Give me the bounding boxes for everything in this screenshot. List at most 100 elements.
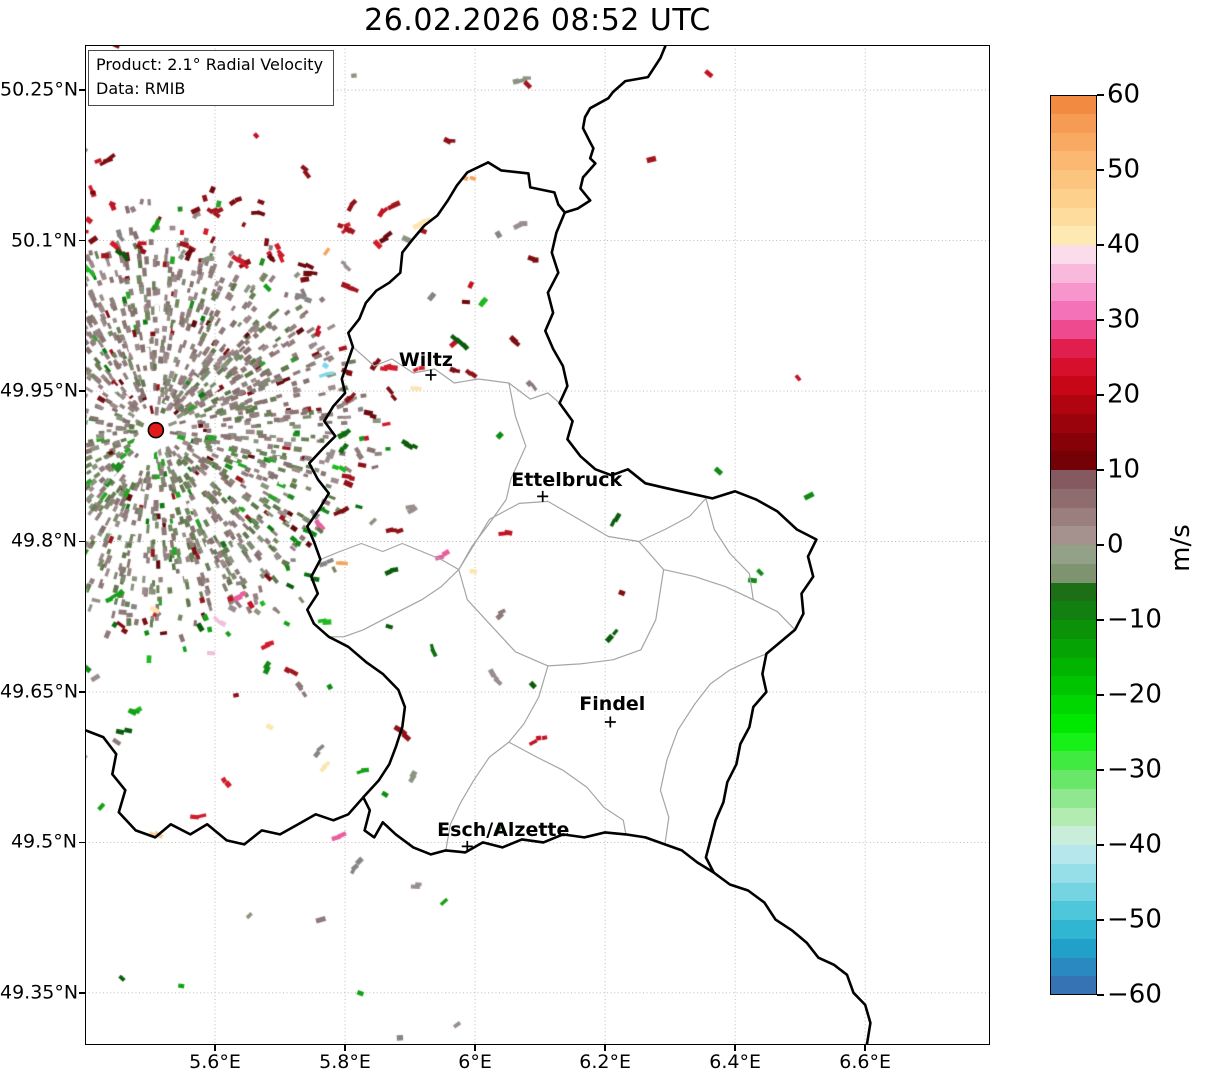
colorbar-band bbox=[1050, 676, 1097, 695]
x-tick-mark bbox=[474, 1045, 476, 1051]
colorbar-band bbox=[1050, 770, 1097, 789]
x-tick-mark bbox=[214, 1045, 216, 1051]
x-tick-label: 6°E bbox=[458, 1051, 492, 1073]
region-border bbox=[328, 382, 527, 638]
country-border bbox=[712, 871, 872, 1045]
colorbar-band bbox=[1050, 432, 1097, 452]
colorbar-band bbox=[1050, 863, 1097, 883]
x-tick-mark bbox=[604, 1045, 606, 1051]
colorbar-band bbox=[1050, 620, 1097, 639]
colorbar-tick-mark bbox=[1097, 394, 1104, 396]
colorbar-band bbox=[1050, 451, 1097, 470]
colorbar-band bbox=[1050, 845, 1097, 864]
y-tick-label: 49.8°N bbox=[10, 530, 77, 553]
x-tick-label: 5.8°E bbox=[319, 1051, 371, 1073]
colorbar-band bbox=[1050, 751, 1097, 770]
colorbar-band bbox=[1050, 151, 1097, 170]
city-label-esch-alzette: Esch/Alzette bbox=[437, 819, 570, 842]
x-tick-label: 5.6°E bbox=[189, 1051, 241, 1073]
colorbar-tick-mark bbox=[1097, 544, 1104, 546]
colorbar-band bbox=[1050, 826, 1097, 845]
colorbar-tick-label: −30 bbox=[1107, 754, 1162, 785]
city-label-ettelbruck: Ettelbruck bbox=[511, 469, 623, 492]
title: 26.02.2026 08:52 UTC bbox=[364, 3, 711, 38]
country-border bbox=[85, 728, 365, 846]
region-border bbox=[319, 542, 460, 571]
region-border bbox=[508, 741, 627, 835]
x-tick-mark bbox=[734, 1045, 736, 1051]
region-border bbox=[445, 665, 549, 851]
colorbar-tick-mark bbox=[1097, 244, 1104, 246]
region-border bbox=[659, 653, 767, 845]
y-tick-label: 50.25°N bbox=[0, 78, 79, 101]
region-border bbox=[638, 497, 707, 543]
product-info-box: Product: 2.1° Radial Velocity Data: RMIB bbox=[88, 50, 335, 106]
colorbar-band bbox=[1050, 901, 1097, 920]
city-marker-wiltz bbox=[425, 369, 437, 381]
x-tick-label: 6.4°E bbox=[709, 1051, 761, 1073]
colorbar-band bbox=[1050, 713, 1097, 733]
region-border bbox=[352, 346, 561, 404]
colorbar-band bbox=[1050, 338, 1097, 358]
colorbar-tick-label: 30 bbox=[1107, 304, 1141, 335]
colorbar-band bbox=[1050, 282, 1097, 302]
y-tick-mark bbox=[79, 390, 85, 392]
colorbar-band bbox=[1050, 226, 1097, 245]
colorbar-band bbox=[1050, 263, 1097, 283]
colorbar-tick-label: 50 bbox=[1107, 154, 1141, 185]
colorbar-tick-mark bbox=[1097, 469, 1104, 471]
colorbar-tick-label: 0 bbox=[1107, 529, 1124, 560]
city-marker-ettelbruck bbox=[537, 490, 549, 502]
region-border bbox=[705, 497, 754, 601]
colorbar-band bbox=[1050, 132, 1097, 152]
colorbar-tick-mark bbox=[1097, 319, 1104, 321]
colorbar-tick-label: −60 bbox=[1107, 979, 1162, 1010]
country-border bbox=[306, 161, 818, 874]
y-tick-mark bbox=[79, 691, 85, 693]
colorbar-band bbox=[1050, 395, 1097, 414]
colorbar-band bbox=[1050, 320, 1097, 339]
colorbar-band bbox=[1050, 657, 1097, 677]
colorbar-tick-mark bbox=[1097, 694, 1104, 696]
y-tick-label: 49.5°N bbox=[10, 830, 77, 853]
y-tick-label: 49.35°N bbox=[0, 981, 79, 1004]
colorbar-tick-label: −10 bbox=[1107, 604, 1162, 635]
city-marker-findel bbox=[604, 716, 616, 728]
colorbar-band bbox=[1050, 732, 1097, 752]
colorbar-tick-mark bbox=[1097, 619, 1104, 621]
region-border bbox=[663, 569, 796, 631]
colorbar-band bbox=[1050, 920, 1097, 939]
y-tick-label: 50.1°N bbox=[10, 229, 77, 252]
colorbar-band bbox=[1050, 413, 1097, 433]
city-marker-esch-alzette bbox=[461, 840, 473, 852]
plot-area: Product: 2.1° Radial Velocity Data: RMIB… bbox=[85, 45, 990, 1045]
x-tick-mark bbox=[344, 1045, 346, 1051]
colorbar-band bbox=[1050, 113, 1097, 133]
colorbar-band bbox=[1050, 170, 1097, 189]
colorbar-band bbox=[1050, 470, 1097, 489]
x-tick-mark bbox=[864, 1045, 866, 1051]
colorbar-band bbox=[1050, 582, 1097, 602]
product-line: Product: 2.1° Radial Velocity bbox=[96, 55, 324, 74]
colorbar-band bbox=[1050, 938, 1097, 958]
country-border bbox=[563, 45, 668, 214]
y-tick-mark bbox=[79, 89, 85, 91]
colorbar-band bbox=[1050, 507, 1097, 527]
colorbar-tick-mark bbox=[1097, 994, 1104, 996]
colorbar-tick-mark bbox=[1097, 769, 1104, 771]
colorbar-tick-label: −40 bbox=[1107, 829, 1162, 860]
y-tick-label: 49.95°N bbox=[0, 379, 79, 402]
colorbar-band bbox=[1050, 563, 1097, 583]
colorbar-band bbox=[1050, 301, 1097, 320]
colorbar-tick-mark bbox=[1097, 844, 1104, 846]
colorbar-unit-label: m/s bbox=[1166, 524, 1196, 572]
colorbar-band bbox=[1050, 376, 1097, 395]
city-label-wiltz: Wiltz bbox=[398, 348, 453, 371]
x-tick-label: 6.2°E bbox=[579, 1051, 631, 1073]
y-tick-mark bbox=[79, 540, 85, 543]
y-tick-label: 49.65°N bbox=[0, 680, 79, 703]
colorbar-band bbox=[1050, 526, 1097, 545]
colorbar-tick-label: 10 bbox=[1107, 454, 1141, 485]
colorbar-tick-mark bbox=[1097, 919, 1104, 921]
